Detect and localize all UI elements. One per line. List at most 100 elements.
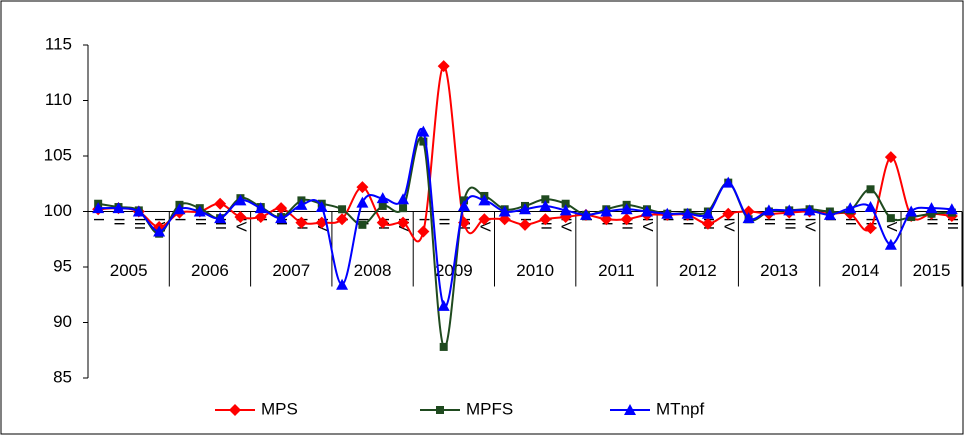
x-tick-label: IV	[802, 218, 819, 232]
y-tick-label: 90	[53, 312, 72, 331]
data-point	[399, 204, 408, 213]
x-group-label: 2015	[913, 261, 951, 280]
data-point	[600, 205, 613, 217]
y-tick-label: 85	[53, 367, 72, 386]
x-tick-label: II	[924, 218, 941, 226]
data-point	[295, 216, 308, 229]
x-tick-label: IV	[639, 218, 656, 232]
y-tick-label: 95	[53, 256, 72, 275]
data-point	[864, 222, 877, 235]
data-point	[945, 203, 958, 215]
x-tick-label: II	[436, 218, 453, 226]
x-group-label: 2014	[841, 261, 879, 280]
x-tick-label: II	[192, 218, 209, 226]
x-tick-label: III	[131, 218, 148, 231]
data-point	[886, 214, 895, 223]
data-point	[92, 202, 105, 214]
data-point	[234, 194, 247, 206]
data-point	[478, 194, 491, 206]
data-point	[132, 205, 145, 217]
x-tick-label: II	[680, 218, 697, 226]
x-tick-label: IV	[558, 218, 575, 232]
data-point	[701, 207, 714, 219]
data-point	[254, 211, 267, 224]
x-tick-label: I	[171, 218, 188, 222]
data-point	[498, 205, 511, 217]
data-point	[397, 193, 410, 205]
data-point	[234, 211, 247, 224]
x-tick-label: I	[90, 218, 107, 222]
data-point	[376, 192, 389, 204]
data-point	[336, 213, 349, 226]
data-point	[722, 176, 735, 188]
data-point	[884, 151, 897, 164]
x-tick-label: III	[781, 218, 798, 231]
data-point	[376, 216, 389, 229]
x-group-label: 2008	[354, 261, 392, 280]
y-tick-label: 115	[45, 34, 72, 53]
data-point	[439, 342, 448, 351]
y-tick-label: 110	[45, 90, 72, 109]
data-point	[539, 199, 552, 211]
data-point	[275, 202, 288, 215]
x-tick-label: IV	[720, 218, 737, 232]
data-point	[722, 207, 735, 220]
data-point	[214, 212, 227, 224]
data-point	[336, 278, 349, 290]
data-point	[478, 213, 491, 226]
data-point	[539, 213, 552, 226]
data-point	[561, 199, 570, 208]
legend-marker	[229, 404, 241, 416]
legend-label: MPFS	[466, 399, 513, 418]
legend-label: MPS	[261, 399, 298, 418]
data-point	[866, 185, 875, 194]
data-point	[437, 60, 450, 73]
x-tick-label: I	[415, 218, 432, 222]
data-point	[701, 217, 714, 230]
data-point	[378, 201, 387, 210]
x-group-label: 2012	[679, 261, 717, 280]
data-point	[358, 220, 367, 229]
data-point	[214, 197, 227, 210]
data-point	[927, 209, 936, 218]
data-point	[762, 204, 775, 216]
data-point	[925, 202, 938, 214]
data-point	[417, 125, 430, 137]
data-point	[823, 208, 836, 220]
data-point	[173, 203, 186, 215]
x-group-label: 2006	[191, 261, 229, 280]
data-point	[559, 204, 572, 216]
x-group-label: 2005	[110, 261, 148, 280]
data-point	[640, 205, 653, 217]
data-point	[419, 137, 428, 146]
x-group-label: 2011	[598, 261, 635, 280]
x-group-label: 2007	[272, 261, 310, 280]
data-point	[153, 225, 166, 237]
y-tick-label: 105	[44, 145, 72, 164]
x-tick-label: II	[761, 218, 778, 226]
data-point	[803, 204, 816, 216]
data-point	[541, 195, 550, 204]
x-group-label: 2010	[516, 261, 554, 280]
data-point	[783, 204, 796, 216]
data-point	[519, 218, 531, 231]
data-point	[620, 213, 633, 226]
data-point	[681, 207, 694, 219]
data-point	[356, 196, 369, 208]
x-tick-label: II	[842, 218, 859, 226]
data-point	[338, 205, 347, 214]
data-point	[579, 208, 592, 220]
data-point	[193, 205, 206, 217]
data-point	[254, 202, 267, 214]
x-tick-label: III	[944, 218, 961, 231]
data-point	[458, 199, 471, 211]
data-point	[417, 225, 430, 238]
data-point	[437, 299, 450, 311]
legend-label: MTnpf	[656, 399, 704, 418]
data-point	[884, 238, 897, 250]
data-point	[844, 202, 857, 214]
data-point	[112, 202, 125, 214]
data-point	[905, 205, 918, 217]
